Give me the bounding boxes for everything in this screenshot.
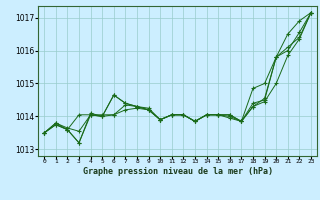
X-axis label: Graphe pression niveau de la mer (hPa): Graphe pression niveau de la mer (hPa) [83, 167, 273, 176]
